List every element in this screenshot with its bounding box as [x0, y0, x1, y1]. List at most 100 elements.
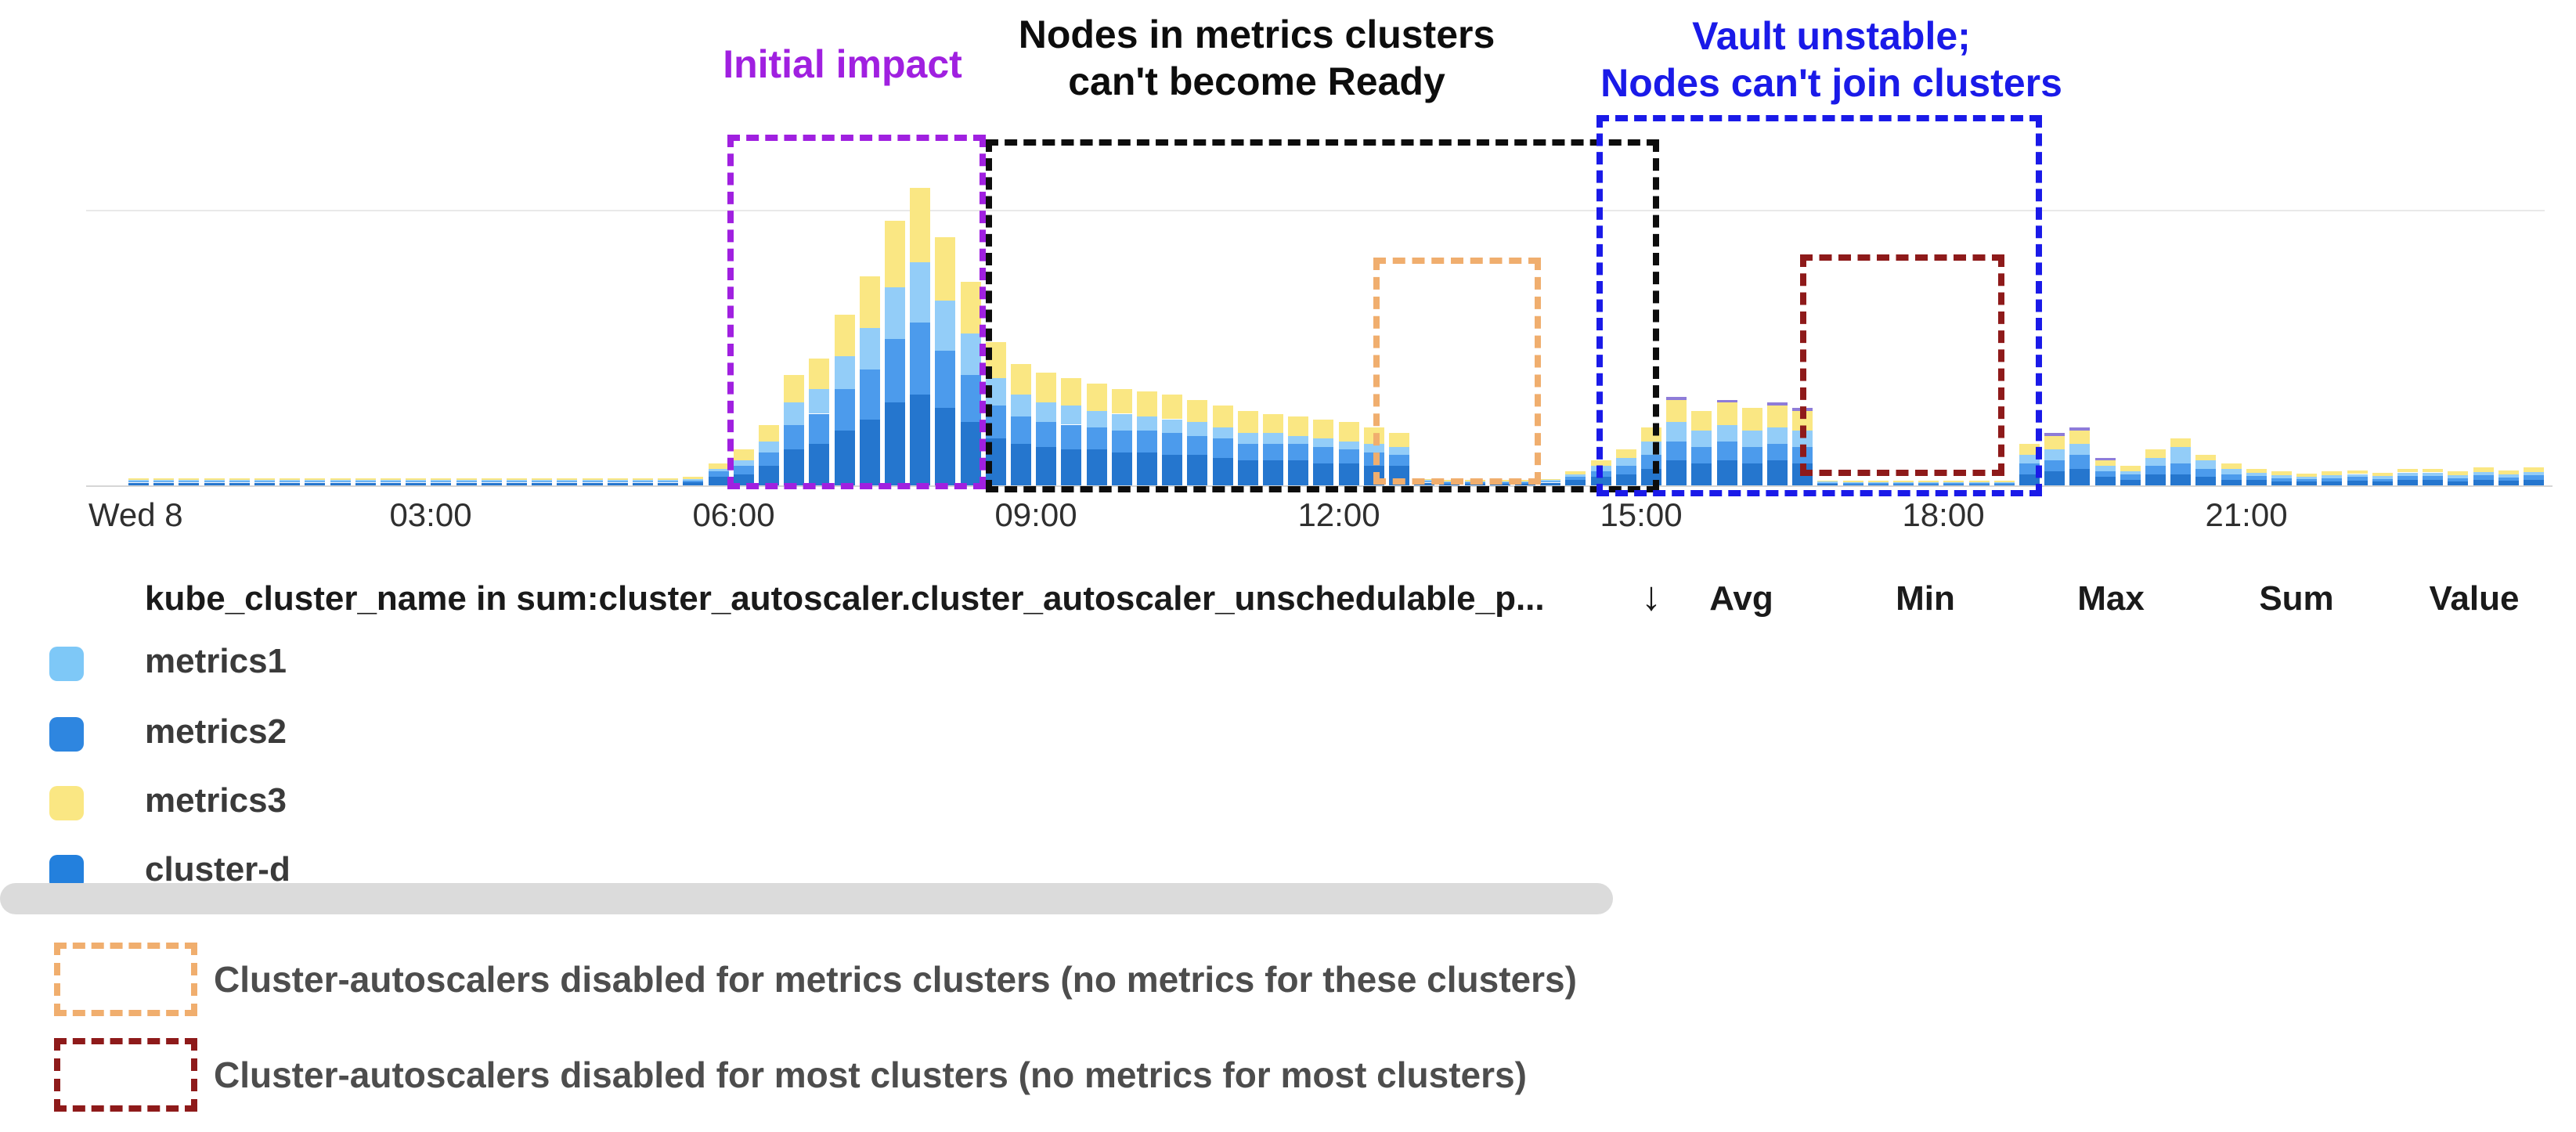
bar-segment-cluster-d[interactable]: [633, 482, 653, 485]
bar-segment-cluster-d[interactable]: [2019, 474, 2040, 485]
bar-segment-metrics1[interactable]: [153, 480, 175, 481]
bar-segment-cluster-d[interactable]: [1741, 463, 1762, 485]
bar-segment-metrics1[interactable]: [1162, 419, 1183, 434]
bar-segment-metrics2[interactable]: [1716, 441, 1737, 461]
bar-segment-metrics1[interactable]: [2322, 475, 2343, 478]
bar-segment-metrics1[interactable]: [2120, 471, 2141, 474]
bar-segment-metrics3[interactable]: [1918, 481, 1939, 482]
bar-segment-metrics2[interactable]: [683, 480, 704, 482]
bar-segment-metrics3[interactable]: [229, 478, 250, 481]
bar-segment-metrics3[interactable]: [1842, 481, 1863, 482]
bar-segment-metrics1[interactable]: [2145, 457, 2166, 467]
bar-segment-metrics2[interactable]: [733, 466, 754, 474]
bar-segment-metrics2[interactable]: [254, 481, 275, 483]
bar-segment-cluster-d[interactable]: [330, 482, 351, 485]
bar-segment-metrics3[interactable]: [2195, 455, 2217, 461]
bar-segment-cluster-d[interactable]: [1565, 480, 1586, 485]
bar-segment-metrics3[interactable]: [2120, 466, 2141, 472]
bar-segment-metrics2[interactable]: [633, 481, 653, 483]
bar-segment-cluster-d[interactable]: [481, 482, 502, 485]
bar-segment-metrics1[interactable]: [381, 480, 401, 481]
bar-segment-metrics2[interactable]: [2397, 475, 2418, 480]
bar-segment-metrics3[interactable]: [1968, 481, 1990, 482]
bar-segment-metrics2[interactable]: [582, 481, 603, 483]
bar-segment-other[interactable]: [1767, 402, 1788, 406]
bar-segment-metrics2[interactable]: [1389, 455, 1409, 467]
bar-segment-cluster-d[interactable]: [582, 482, 603, 485]
bar-segment-cluster-d[interactable]: [2170, 474, 2192, 485]
bar-segment-cluster-d[interactable]: [1263, 460, 1283, 485]
metric-query-label[interactable]: kube_cluster_name in sum:cluster_autosca…: [145, 579, 1545, 618]
bar-segment-metrics2[interactable]: [809, 413, 830, 445]
bar-segment-metrics1[interactable]: [834, 355, 855, 389]
bar-segment-metrics3[interactable]: [2372, 473, 2393, 477]
bar-segment-metrics2[interactable]: [2120, 474, 2141, 480]
bar-segment-metrics1[interactable]: [1313, 438, 1334, 447]
bar-segment-metrics1[interactable]: [1263, 433, 1283, 445]
bar-segment-metrics3[interactable]: [2524, 467, 2544, 472]
column-header-value[interactable]: Value: [2429, 579, 2520, 618]
bar-segment-metrics1[interactable]: [2094, 466, 2116, 472]
bar-segment-metrics3[interactable]: [1288, 416, 1309, 436]
bar-segment-metrics3[interactable]: [1565, 471, 1586, 474]
bar-segment-metrics3[interactable]: [2347, 470, 2368, 474]
bar-segment-cluster-d[interactable]: [2397, 480, 2418, 485]
bar-segment-cluster-d[interactable]: [2221, 480, 2242, 485]
bar-segment-metrics1[interactable]: [1086, 411, 1107, 428]
bar-segment-metrics1[interactable]: [607, 480, 628, 481]
bar-segment-metrics1[interactable]: [1615, 457, 1636, 467]
bar-segment-cluster-d[interactable]: [935, 408, 956, 485]
bar-segment-metrics1[interactable]: [633, 480, 653, 481]
bar-segment-metrics1[interactable]: [1716, 424, 1737, 442]
bar-segment-cluster-d[interactable]: [2195, 477, 2217, 485]
bar-segment-cluster-d[interactable]: [280, 482, 301, 485]
bar-segment-metrics3[interactable]: [784, 375, 805, 403]
bar-segment-other[interactable]: [2069, 427, 2091, 431]
bar-segment-cluster-d[interactable]: [607, 482, 628, 485]
bar-segment-cluster-d[interactable]: [1943, 484, 1964, 485]
bar-segment-metrics1[interactable]: [960, 333, 981, 376]
bar-segment-cluster-d[interactable]: [305, 482, 326, 485]
bar-segment-metrics3[interactable]: [859, 276, 880, 329]
bar-segment-metrics2[interactable]: [2221, 474, 2242, 480]
bar-segment-metrics1[interactable]: [759, 441, 779, 452]
bar-segment-metrics3[interactable]: [1767, 405, 1788, 428]
bar-segment-metrics3[interactable]: [1187, 399, 1208, 423]
bar-segment-metrics1[interactable]: [1918, 481, 1939, 483]
bar-segment-cluster-d[interactable]: [809, 444, 830, 485]
bar-segment-metrics2[interactable]: [1691, 446, 1712, 463]
bar-segment-metrics3[interactable]: [607, 478, 628, 481]
bar-segment-metrics3[interactable]: [935, 237, 956, 301]
bar-segment-metrics2[interactable]: [2195, 468, 2217, 478]
bar-segment-metrics3[interactable]: [658, 478, 679, 481]
bar-segment-cluster-d[interactable]: [1212, 457, 1233, 485]
bar-segment-metrics3[interactable]: [582, 478, 603, 481]
bar-segment-cluster-d[interactable]: [1187, 455, 1208, 485]
bar-segment-metrics3[interactable]: [1061, 377, 1082, 406]
bar-segment-metrics1[interactable]: [582, 480, 603, 481]
bar-segment-metrics3[interactable]: [204, 478, 225, 481]
bar-segment-other[interactable]: [2094, 457, 2116, 461]
bar-segment-metrics3[interactable]: [406, 478, 427, 481]
bar-segment-metrics3[interactable]: [910, 187, 931, 262]
bar-segment-metrics1[interactable]: [1338, 441, 1359, 450]
bar-segment-metrics2[interactable]: [1237, 444, 1258, 461]
bar-segment-metrics3[interactable]: [1615, 449, 1636, 458]
bar-segment-metrics1[interactable]: [2448, 475, 2469, 478]
legend-row-metrics1[interactable]: metrics1: [31, 639, 1582, 689]
bar-segment-metrics2[interactable]: [305, 481, 326, 483]
bar-segment-cluster-d[interactable]: [128, 482, 149, 485]
bar-segment-metrics1[interactable]: [557, 480, 578, 481]
bar-segment-metrics1[interactable]: [330, 480, 351, 481]
bar-segment-metrics3[interactable]: [2221, 463, 2242, 469]
bar-segment-metrics3[interactable]: [254, 478, 275, 481]
bar-segment-other[interactable]: [1666, 397, 1687, 400]
bar-segment-cluster-d[interactable]: [2322, 481, 2343, 485]
bar-segment-metrics2[interactable]: [885, 339, 905, 403]
bar-segment-metrics2[interactable]: [1263, 444, 1283, 461]
bar-segment-metrics2[interactable]: [2019, 463, 2040, 474]
column-header-avg[interactable]: Avg: [1709, 579, 1773, 618]
bar-segment-cluster-d[interactable]: [2372, 481, 2393, 485]
bar-segment-metrics1[interactable]: [2044, 449, 2065, 461]
bar-segment-cluster-d[interactable]: [2094, 477, 2116, 485]
